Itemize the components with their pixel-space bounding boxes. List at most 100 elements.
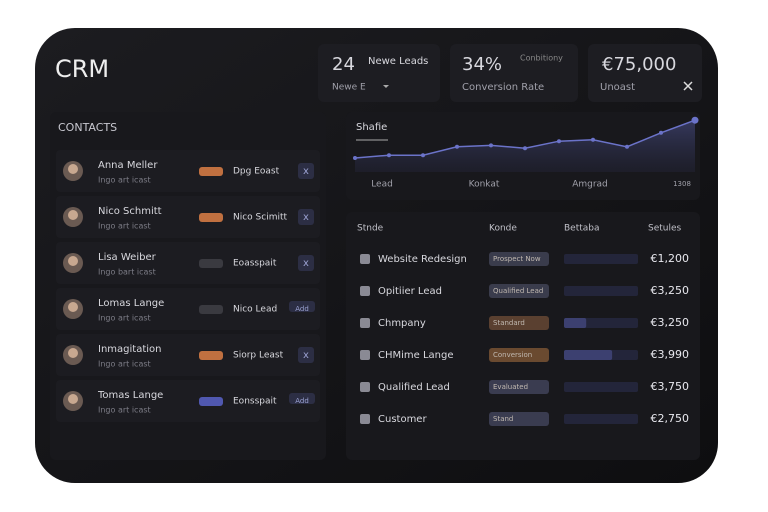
action-button[interactable] <box>298 255 314 271</box>
contact-sub: Ingo art icast <box>98 222 151 231</box>
kpi-sub[interactable]: Newe E <box>332 83 366 93</box>
action-button[interactable] <box>289 301 315 312</box>
toggle[interactable] <box>199 351 223 360</box>
chart-point <box>557 139 561 144</box>
status-badge <box>489 316 549 330</box>
row-icon <box>360 254 370 264</box>
x-label: 1308 <box>673 180 691 188</box>
toggle[interactable] <box>199 397 223 406</box>
contact-row[interactable] <box>56 242 320 284</box>
contact-name: Lisa Weiber <box>98 252 157 263</box>
kpi-label: Conbitiony <box>520 54 563 63</box>
contact-sub: Ingo art icast <box>98 406 151 415</box>
status-badge <box>489 412 549 426</box>
dropdown-caret[interactable] <box>383 85 389 88</box>
column-header[interactable]: Setules <box>648 224 682 234</box>
avatar-face <box>68 394 78 404</box>
contact-row[interactable] <box>56 380 320 422</box>
chart-point <box>691 116 699 124</box>
kpi-value: €75,000 <box>602 54 676 75</box>
action-button[interactable] <box>289 393 315 404</box>
column-header[interactable]: Bettaba <box>564 224 600 234</box>
kpi-label: Newe Leads <box>368 56 428 67</box>
app-title: CRM <box>55 55 109 83</box>
amount: €3,250 <box>651 284 690 297</box>
column-header[interactable]: Stnde <box>357 224 384 234</box>
row-icon <box>360 318 370 328</box>
progress-bar <box>564 350 613 360</box>
action-label[interactable]: x <box>303 350 309 361</box>
action-label[interactable]: x <box>303 212 309 223</box>
table-panel <box>346 212 700 460</box>
status-label: Qualified Lead <box>493 287 543 295</box>
action-label[interactable]: x <box>303 166 309 177</box>
row-name: Website Redesign <box>378 254 467 265</box>
chart-point <box>353 156 357 160</box>
toggle[interactable] <box>199 305 223 314</box>
avatar-face <box>68 210 78 220</box>
chart-point <box>523 146 527 151</box>
contact-row[interactable] <box>56 196 320 238</box>
action-button[interactable] <box>298 347 314 363</box>
chart-point <box>387 153 391 158</box>
chart-point <box>659 130 663 135</box>
kpi-value: 34% <box>462 54 502 75</box>
status-label: Standard <box>493 319 525 327</box>
chart-point <box>591 137 595 142</box>
row-icon <box>360 382 370 392</box>
row-name: Chmpany <box>378 318 426 329</box>
contact-row[interactable] <box>56 334 320 376</box>
toggle[interactable] <box>199 213 223 222</box>
toggle[interactable] <box>199 167 223 176</box>
column-header[interactable]: Konde <box>489 224 517 234</box>
x-label: Konkat <box>469 180 500 190</box>
chart-point <box>625 144 629 149</box>
status-label: Evaluated <box>493 383 528 391</box>
row-icon <box>360 286 370 296</box>
chart-point <box>421 153 425 158</box>
avatar-face <box>68 256 78 266</box>
status-label: Stand <box>493 415 513 423</box>
row-name: Opitiier Lead <box>378 286 442 297</box>
contact-name: Lomas Lange <box>98 298 164 309</box>
toggle[interactable] <box>199 259 223 268</box>
close-icon[interactable] <box>683 81 693 91</box>
avatar-face <box>68 302 78 312</box>
amount: €3,250 <box>651 316 690 329</box>
chart-title: Shafie <box>356 122 387 133</box>
row-name: Qualified Lead <box>378 382 450 393</box>
contact-tag: Dpg Eoast <box>233 167 280 177</box>
status-badge <box>489 348 549 362</box>
contact-row[interactable] <box>56 150 320 192</box>
contact-row[interactable] <box>56 288 320 330</box>
status-badge <box>489 252 549 266</box>
action-button[interactable] <box>298 163 314 179</box>
amount: €2,750 <box>651 412 690 425</box>
kpi-label: Unoast <box>600 82 635 93</box>
row-icon <box>360 414 370 424</box>
status-badge <box>489 284 549 298</box>
amount: €3,990 <box>651 348 690 361</box>
progress-track <box>564 414 638 424</box>
chart-point <box>489 143 493 148</box>
contact-tag: Eonsspait <box>233 397 277 407</box>
contact-name: Nico Schmitt <box>98 206 162 217</box>
avatar-face <box>68 348 78 358</box>
contact-sub: Ingo art icast <box>98 360 151 369</box>
contact-tag: Eoasspait <box>233 259 277 269</box>
kpi-card <box>588 44 702 102</box>
chart-point <box>455 144 459 149</box>
contact-name: Inmagitation <box>98 344 162 355</box>
action-label[interactable]: Add <box>295 397 309 405</box>
action-button[interactable] <box>298 209 314 225</box>
status-badge <box>489 380 549 394</box>
x-label: Lead <box>371 180 393 190</box>
amount: €3,750 <box>651 380 690 393</box>
action-label[interactable]: x <box>303 258 309 269</box>
progress-track <box>564 286 638 296</box>
action-label[interactable]: Add <box>295 305 309 313</box>
contact-name: Tomas Lange <box>97 390 163 401</box>
kpi-value: 24 <box>332 54 355 75</box>
row-icon <box>360 350 370 360</box>
status-label: Prospect Now <box>493 255 541 263</box>
